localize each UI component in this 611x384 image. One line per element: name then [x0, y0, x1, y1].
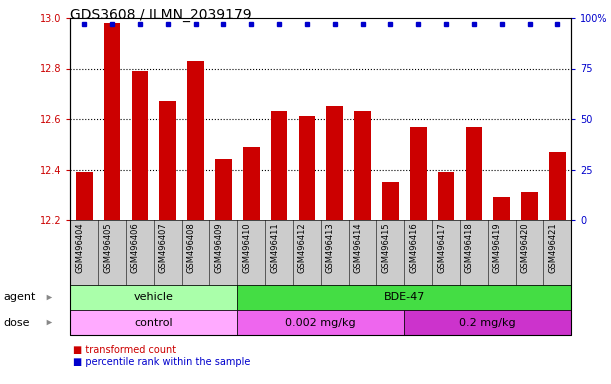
Text: GSM496410: GSM496410 — [242, 222, 251, 273]
Bar — [271, 111, 287, 220]
Bar — [382, 182, 399, 220]
Bar — [159, 101, 176, 220]
Text: vehicle: vehicle — [134, 293, 174, 303]
Text: GSM496404: GSM496404 — [75, 222, 84, 273]
Text: GDS3608 / ILMN_2039179: GDS3608 / ILMN_2039179 — [70, 8, 252, 22]
Text: GSM496415: GSM496415 — [381, 222, 390, 273]
Bar — [243, 147, 260, 220]
Bar — [549, 152, 566, 220]
Text: GSM496419: GSM496419 — [492, 222, 502, 273]
Text: GSM496420: GSM496420 — [521, 222, 530, 273]
Bar — [76, 172, 92, 220]
Text: GSM496418: GSM496418 — [465, 222, 474, 273]
Bar — [104, 23, 120, 220]
Text: GSM496413: GSM496413 — [326, 222, 335, 273]
Text: GSM496405: GSM496405 — [103, 222, 112, 273]
Text: GSM496408: GSM496408 — [186, 222, 196, 273]
Bar — [437, 172, 455, 220]
Bar — [410, 127, 426, 220]
Text: 0.002 mg/kg: 0.002 mg/kg — [285, 318, 356, 328]
Bar — [493, 197, 510, 220]
Bar — [215, 159, 232, 220]
Text: GSM496421: GSM496421 — [548, 222, 557, 273]
Bar — [299, 116, 315, 220]
Bar — [466, 127, 482, 220]
Text: 0.2 mg/kg: 0.2 mg/kg — [459, 318, 516, 328]
Text: BDE-47: BDE-47 — [384, 293, 425, 303]
Text: GSM496412: GSM496412 — [298, 222, 307, 273]
Bar — [521, 192, 538, 220]
Text: control: control — [134, 318, 173, 328]
Text: agent: agent — [3, 293, 35, 303]
Text: ■ transformed count: ■ transformed count — [73, 345, 177, 355]
Text: GSM496406: GSM496406 — [131, 222, 140, 273]
Bar — [131, 71, 148, 220]
Bar — [354, 111, 371, 220]
Text: GSM496407: GSM496407 — [159, 222, 167, 273]
Bar — [326, 106, 343, 220]
Text: dose: dose — [3, 318, 29, 328]
Text: GSM496416: GSM496416 — [409, 222, 418, 273]
Text: GSM496417: GSM496417 — [437, 222, 446, 273]
Text: GSM496411: GSM496411 — [270, 222, 279, 273]
Text: GSM496409: GSM496409 — [214, 222, 224, 273]
Text: GSM496414: GSM496414 — [354, 222, 362, 273]
Bar — [187, 61, 204, 220]
Text: ■ percentile rank within the sample: ■ percentile rank within the sample — [73, 357, 251, 367]
